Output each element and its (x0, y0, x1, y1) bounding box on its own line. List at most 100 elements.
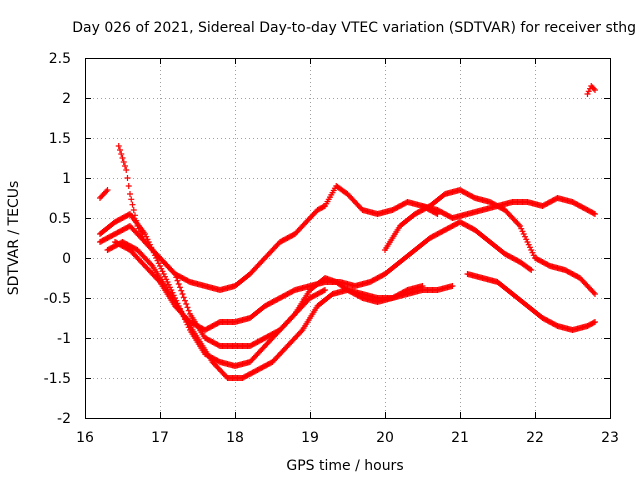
data-point-marker (118, 151, 125, 157)
data-point-marker (515, 221, 522, 228)
data-point-marker (160, 271, 167, 277)
data-point-marker (164, 279, 171, 285)
plot-frame (85, 58, 611, 419)
data-point-marker (124, 175, 131, 181)
data-point-marker (128, 196, 135, 203)
data-point-marker (183, 301, 190, 307)
y-tick-label: 2 (62, 91, 71, 107)
y-tick-label: -2 (57, 411, 71, 427)
data-marks (97, 83, 598, 381)
series-arc-d (115, 143, 441, 293)
data-point-marker (592, 87, 598, 93)
data-point-marker (155, 260, 162, 267)
data-point-marker (175, 303, 182, 309)
data-point-marker (523, 236, 530, 243)
data-point-marker (522, 233, 528, 240)
data-point-marker (322, 287, 328, 293)
data-point-marker (528, 247, 535, 253)
data-point-marker (130, 207, 137, 213)
x-tick-label: 17 (151, 430, 169, 446)
series-arc-h (464, 271, 598, 333)
data-point-marker (520, 231, 527, 237)
data-point-marker (152, 252, 158, 259)
data-point-marker (174, 277, 181, 284)
data-point-marker (163, 276, 170, 283)
data-point-marker (298, 328, 305, 335)
data-point-marker (320, 287, 327, 294)
data-point-marker (157, 263, 163, 269)
data-point-marker (525, 241, 532, 248)
data-point-marker (122, 163, 128, 169)
data-point-marker (529, 249, 536, 256)
data-point-marker (592, 319, 598, 325)
data-point-marker (158, 265, 165, 272)
series-arc-j (584, 83, 598, 97)
data-point-marker (182, 316, 188, 323)
x-tick-label: 22 (526, 430, 544, 446)
data-point-marker (585, 88, 592, 95)
data-point-marker (184, 304, 191, 311)
x-tick-label: 21 (451, 430, 469, 446)
data-point-marker (178, 308, 185, 315)
y-tick-label: 1.5 (49, 131, 71, 147)
data-point-marker (117, 147, 123, 153)
data-point-marker (524, 239, 531, 245)
series-arc-f (382, 187, 598, 297)
data-point-marker (155, 277, 162, 284)
data-point-marker (179, 311, 186, 317)
y-tick-label: 1 (62, 171, 71, 187)
tick-marks (85, 58, 611, 419)
data-point-marker (127, 191, 133, 197)
series-arc-e (97, 211, 328, 369)
data-point-marker (148, 244, 155, 251)
data-point-marker (173, 297, 180, 304)
data-point-marker (177, 284, 183, 291)
data-point-marker (179, 291, 186, 297)
data-point-marker (103, 188, 110, 195)
x-tick-labels: 16 17 18 19 20 21 22 23 (76, 430, 619, 446)
chart-title: Day 026 of 2021, Sidereal Day-to-day VTE… (72, 20, 636, 36)
data-point-marker (145, 239, 152, 245)
data-point-marker (183, 319, 190, 325)
data-point-marker (165, 281, 172, 288)
x-tick-label: 19 (301, 430, 319, 446)
data-point-marker (530, 252, 537, 259)
data-point-marker (149, 247, 156, 253)
data-point-marker (592, 211, 598, 217)
data-point-marker (180, 313, 187, 320)
data-point-marker (162, 273, 168, 280)
data-point-marker (147, 241, 153, 248)
x-axis-label: GPS time / hours (286, 458, 403, 474)
y-tick-label: 0 (62, 251, 71, 267)
data-point-marker (175, 281, 182, 287)
y-tick-label: -1 (57, 331, 71, 347)
data-point-marker (154, 257, 161, 264)
y-tick-label: -0.5 (44, 291, 71, 307)
data-point-marker (182, 297, 188, 304)
data-point-marker (148, 261, 155, 268)
data-point-marker (518, 225, 525, 232)
data-point-marker (519, 228, 526, 235)
data-point-marker (150, 249, 157, 256)
data-point-marker (517, 223, 523, 229)
data-point-marker (528, 267, 535, 273)
data-point-marker (590, 85, 597, 92)
data-point-marker (178, 287, 185, 294)
data-point-marker (185, 307, 192, 314)
data-point-marker (153, 255, 160, 261)
grid (85, 58, 610, 418)
data-point-marker (170, 292, 177, 299)
data-point-marker (449, 283, 456, 289)
x-tick-label: 18 (226, 430, 244, 446)
data-point-marker (129, 201, 136, 208)
series-arc-g (419, 195, 598, 221)
y-tick-label: -1.5 (44, 371, 71, 387)
x-tick-label: 20 (376, 430, 394, 446)
data-point-marker (159, 268, 166, 275)
data-point-marker (120, 159, 127, 165)
data-point-marker (584, 91, 591, 97)
data-point-marker (590, 210, 597, 217)
x-tick-label: 16 (76, 430, 94, 446)
data-point-marker (144, 236, 151, 243)
data-point-marker (590, 289, 597, 296)
